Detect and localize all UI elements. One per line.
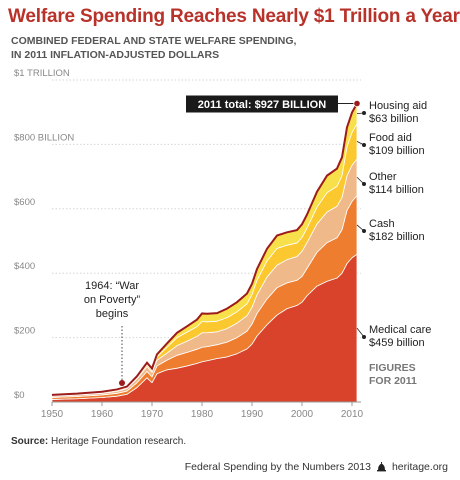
x-tick-label-1: 1960 xyxy=(91,409,114,420)
total-callout-box xyxy=(186,95,338,113)
subtitle: COMBINED FEDERAL AND STATE WELFARE SPEND… xyxy=(11,34,296,62)
source-note: Source: Heritage Foundation research. xyxy=(11,436,186,447)
series-label-medical-care-0: Medical care xyxy=(369,324,431,336)
footer: Federal Spending by the Numbers 2013 her… xyxy=(185,461,448,473)
y-tick-label-4: $800 BILLION xyxy=(14,132,74,143)
series-label-medical-care-1: $459 billion xyxy=(369,337,425,349)
source-label: Source: xyxy=(11,436,49,447)
figures-note-1: FOR 2011 xyxy=(369,375,417,387)
leader-dot-housing-aid xyxy=(362,111,366,115)
war-on-poverty-label-2: begins xyxy=(96,308,129,320)
war-on-poverty-label-1: on Poverty” xyxy=(84,294,141,306)
x-tick-label-5: 2000 xyxy=(291,409,314,420)
subtitle-line-2: IN 2011 INFLATION-ADJUSTED DOLLARS xyxy=(11,49,220,61)
series-label-housing-aid-0: Housing aid xyxy=(369,100,427,112)
leader-dot-cash xyxy=(362,229,366,233)
leader-dot-medical-care xyxy=(362,335,366,339)
liberty-bell-icon xyxy=(376,462,386,472)
subtitle-line-1: COMBINED FEDERAL AND STATE WELFARE SPEND… xyxy=(11,35,297,47)
footer-text: Federal Spending by the Numbers 2013 xyxy=(184,461,371,473)
y-tick-label-3: $600 xyxy=(14,197,35,208)
leader-dot-other xyxy=(362,182,366,186)
footer-site: heritage.org xyxy=(391,461,448,473)
total-marker xyxy=(353,99,361,108)
series-label-cash-1: $182 billion xyxy=(369,231,425,243)
y-tick-label-0: $0 xyxy=(14,390,25,401)
series-label-other-0: Other xyxy=(369,171,397,183)
page-title: Welfare Spending Reaches Nearly $1 Trill… xyxy=(8,6,460,27)
total-line xyxy=(51,103,358,396)
series-label-food-aid-1: $109 billion xyxy=(369,145,425,157)
series-label-housing-aid-1: $63 billion xyxy=(369,113,419,125)
x-tick-label-6: 2010 xyxy=(341,409,364,420)
war-on-poverty-marker xyxy=(119,380,125,387)
y-tick-label-5: $1 TRILLION xyxy=(14,68,70,79)
leader-dot-food-aid xyxy=(362,143,366,147)
x-tick-label-3: 1980 xyxy=(191,409,214,420)
welfare-spending-chart: $0 $200 $400 $600 $800 BILLION $1 TRILLION 195… xyxy=(14,68,431,420)
series-label-other-1: $114 billion xyxy=(369,184,424,196)
y-tick-label-1: $200 xyxy=(14,326,35,337)
x-tick-label-2: 1970 xyxy=(141,409,164,420)
source-text: Heritage Foundation research. xyxy=(51,436,187,447)
total-callout-text: 2011 total: $927 BILLION xyxy=(198,99,326,111)
series-label-cash-0: Cash xyxy=(369,218,395,230)
x-tick-label-4: 1990 xyxy=(241,409,264,420)
series-label-food-aid-0: Food aid xyxy=(369,132,412,144)
figures-note-0: FIGURES xyxy=(369,362,416,374)
war-on-poverty-label-0: 1964: “War xyxy=(85,280,139,292)
y-tick-label-2: $400 xyxy=(14,261,35,272)
x-tick-label-0: 1950 xyxy=(41,409,64,420)
